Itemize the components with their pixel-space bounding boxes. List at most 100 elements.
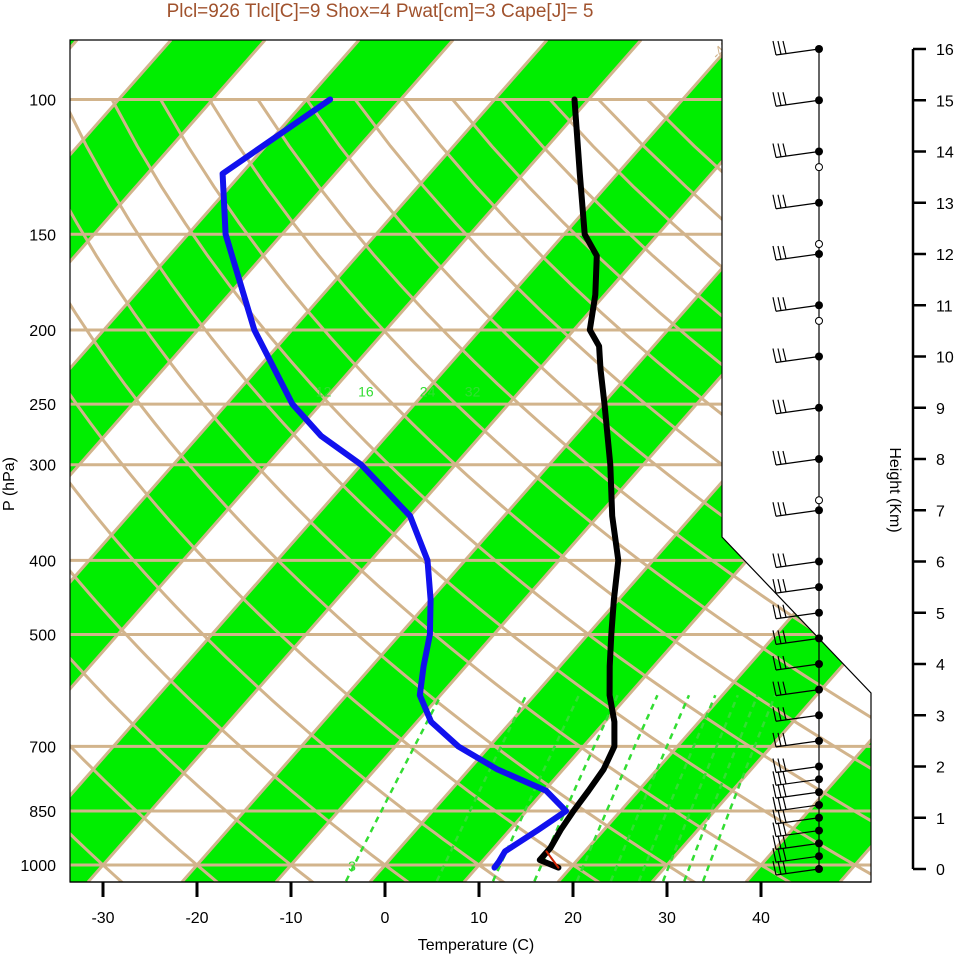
dry-adiabat bbox=[70, 98, 604, 882]
isotherm bbox=[650, 40, 871, 882]
height-label: 16 bbox=[936, 42, 954, 59]
dry-adiabat bbox=[305, 98, 871, 882]
wind-barb-feather bbox=[782, 40, 787, 54]
wind-barb-feather bbox=[772, 143, 777, 158]
wind-barb-feather bbox=[772, 194, 777, 209]
wind-barb-feather bbox=[772, 399, 777, 414]
wind-barb-feather bbox=[782, 450, 787, 464]
mixing-ratio-line bbox=[435, 694, 528, 882]
wind-barb bbox=[775, 99, 820, 107]
isotherm bbox=[556, 40, 871, 882]
wind-barb-feather bbox=[777, 450, 782, 465]
band bbox=[70, 40, 453, 882]
wind-barb bbox=[775, 48, 820, 56]
wind-barb-feather bbox=[782, 578, 787, 592]
height-label: 2 bbox=[936, 760, 945, 777]
wind-barb-feather bbox=[777, 399, 782, 414]
pressure-label: 1000 bbox=[20, 858, 56, 875]
dry-adiabat bbox=[70, 98, 871, 882]
wind-barb bbox=[775, 304, 820, 312]
wind-barb-feather bbox=[772, 860, 777, 876]
wind-barb-feather bbox=[777, 809, 782, 824]
dewpoint-line bbox=[219, 96, 569, 871]
isotherm bbox=[70, 40, 549, 882]
isotherm bbox=[70, 40, 267, 882]
height-label: 9 bbox=[936, 401, 945, 418]
isotherm bbox=[70, 40, 643, 882]
wind-barb bbox=[775, 868, 820, 876]
wind-barb-feather bbox=[772, 848, 777, 863]
wind-barb-feather bbox=[772, 348, 777, 363]
wind-barb-feather bbox=[772, 758, 777, 773]
height-label: 6 bbox=[936, 555, 945, 572]
hollow-marker bbox=[815, 316, 823, 325]
wind-barb-feather bbox=[782, 848, 787, 861]
wind-barb-feather bbox=[772, 771, 777, 786]
isotherm bbox=[70, 40, 455, 882]
wind-barb-feather bbox=[777, 796, 782, 811]
wind-barb-feather bbox=[777, 848, 782, 862]
band bbox=[70, 40, 641, 882]
wind-barb-feather bbox=[777, 297, 782, 311]
wind-barb-feather bbox=[772, 796, 777, 812]
wind-barb-feather bbox=[782, 732, 787, 746]
wind-barb-feather bbox=[772, 40, 777, 56]
x-tick-label: 20 bbox=[564, 910, 582, 927]
wind-barb-feather bbox=[772, 297, 777, 312]
wind-barb bbox=[775, 778, 820, 786]
x-tick-label: -30 bbox=[91, 910, 114, 927]
wind-barb bbox=[775, 829, 820, 838]
height-label: 12 bbox=[936, 247, 954, 264]
x-tick-label: -10 bbox=[279, 910, 302, 927]
mixing-ratio-line bbox=[609, 694, 691, 882]
wind-barb bbox=[775, 407, 820, 415]
wind-barb-feather bbox=[777, 835, 782, 849]
wind-barb bbox=[775, 586, 820, 594]
wind-barb-feather bbox=[777, 860, 782, 875]
wind-barb bbox=[775, 458, 820, 466]
wind-barb-feather bbox=[777, 681, 782, 696]
wind-barb bbox=[775, 740, 820, 748]
dry-adiabat bbox=[70, 99, 508, 882]
temperature-line bbox=[536, 96, 622, 871]
wind-barb-feather bbox=[782, 553, 787, 567]
height-axis-label: Height (Km) bbox=[886, 447, 903, 532]
wind-barb-feather bbox=[772, 783, 777, 799]
wind-barb bbox=[775, 253, 820, 261]
wind-barb-feather bbox=[772, 604, 777, 619]
wind-barb-feather bbox=[772, 707, 777, 722]
wind-barb-feather bbox=[782, 655, 787, 669]
mixing-ratio-lines bbox=[344, 694, 777, 882]
wind-barb-feather bbox=[772, 630, 777, 645]
x-axis-label: Temperature (C) bbox=[418, 937, 534, 954]
wind-barb bbox=[775, 765, 820, 774]
height-label: 0 bbox=[936, 862, 945, 879]
wind-barb-feather bbox=[782, 835, 787, 849]
wind-barb-feather bbox=[782, 245, 787, 259]
wind-barb-feather bbox=[772, 578, 777, 594]
dry-adiabat bbox=[70, 99, 412, 882]
band bbox=[70, 40, 829, 882]
pressure-label: 700 bbox=[29, 739, 56, 756]
pressure-label: 850 bbox=[29, 804, 56, 821]
x-tick-label: 0 bbox=[381, 910, 390, 927]
mixing-ratio-label: 32 bbox=[465, 384, 481, 400]
wind-barb bbox=[775, 855, 820, 863]
isotherm bbox=[70, 40, 361, 882]
wind-barb-feather bbox=[772, 822, 777, 837]
wind-barb bbox=[775, 714, 820, 722]
wind-barb bbox=[775, 560, 820, 569]
wind-barb-feather bbox=[777, 732, 782, 747]
mixing-ratio-label: 24 bbox=[420, 384, 436, 400]
parcel-line bbox=[545, 850, 560, 869]
wind-barb-feather bbox=[777, 194, 782, 209]
wind-barb-feather bbox=[782, 758, 787, 772]
wind-barb-feather bbox=[777, 245, 782, 260]
x-tick-label: 30 bbox=[658, 910, 676, 927]
dry-adiabat bbox=[70, 99, 221, 882]
temperature-axis: -30 -20 -10 0 10 20 30 40 bbox=[70, 881, 871, 927]
wind-barb-feather bbox=[772, 450, 777, 466]
wind-barb-feather bbox=[772, 245, 777, 261]
